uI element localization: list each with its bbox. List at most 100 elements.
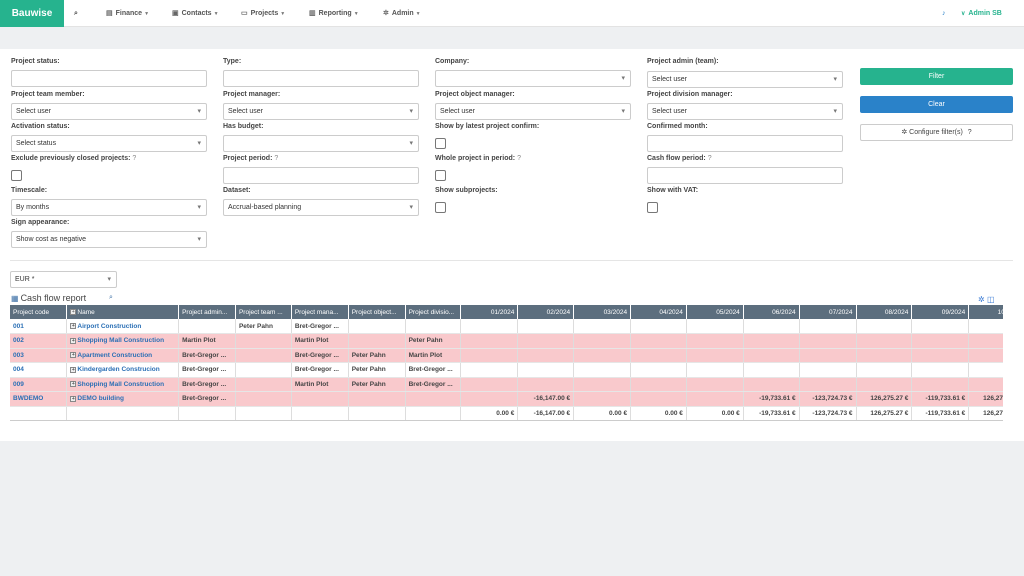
show-vat-checkbox[interactable] [647, 202, 658, 213]
project-object-manager-select[interactable]: Select user [435, 103, 631, 120]
help-icon[interactable]: ? [707, 155, 712, 162]
project-name-link[interactable]: Apartment Construction [77, 351, 153, 359]
nav-reporting[interactable]: ▥ Reporting ▼ [309, 10, 359, 17]
project-name-link[interactable]: Shopping Mall Construction [77, 337, 165, 345]
project-manager-select[interactable]: Select user [223, 103, 419, 120]
column-header[interactable]: + Name [66, 305, 180, 319]
column-header[interactable]: 03/2024 [573, 305, 632, 319]
project-name-link[interactable]: Shopping Mall Construction [77, 380, 165, 388]
timescale-select[interactable]: By months [11, 199, 207, 216]
expand-icon[interactable]: + [70, 395, 77, 402]
column-header[interactable]: Project code [10, 305, 68, 319]
amount-cell [460, 333, 519, 349]
exclude-closed-checkbox[interactable] [11, 170, 22, 181]
nav-admin[interactable]: ✲ Admin ▼ [383, 10, 421, 17]
amount-cell [743, 377, 800, 392]
help-icon[interactable]: ? [274, 155, 279, 162]
settings-icon[interactable]: ✲ [978, 295, 985, 304]
column-header[interactable]: 07/2024 [799, 305, 857, 319]
nav-projects[interactable]: ▭ Projects ▼ [241, 10, 286, 17]
project-name-link[interactable]: Airport Construction [77, 322, 142, 330]
chevron-down-icon: ∨ [961, 11, 966, 17]
brand-logo[interactable]: Bauwise [0, 0, 64, 27]
amount-cell [911, 319, 970, 334]
column-header[interactable]: 10/2024 [968, 305, 1003, 319]
project-status-input[interactable] [11, 70, 207, 87]
chevron-down-icon: ▼ [144, 11, 150, 17]
column-header[interactable]: 05/2024 [686, 305, 744, 319]
empty-cell [348, 406, 406, 421]
label-project-manager: Project manager: [223, 91, 281, 98]
help-icon[interactable]: ? [517, 155, 521, 162]
expand-icon[interactable]: + [70, 322, 77, 329]
project-code-link[interactable]: 004 [13, 366, 24, 374]
column-header[interactable]: 04/2024 [630, 305, 687, 319]
report-title: ▦ Cash flow report [11, 293, 87, 303]
search-icon[interactable]: ⌕ [74, 10, 78, 17]
column-header[interactable]: 02/2024 [517, 305, 575, 319]
amount-cell [573, 377, 632, 392]
column-header[interactable]: Project team ... [235, 305, 292, 319]
column-header[interactable]: Project object... [348, 305, 406, 319]
nav-contacts[interactable]: ▣ Contacts ▼ [172, 10, 219, 17]
show-subprojects-checkbox[interactable] [435, 202, 446, 213]
column-header[interactable]: Project admin... [178, 305, 236, 319]
expand-icon[interactable]: + [70, 337, 77, 344]
project-division-manager-select[interactable]: Select user [647, 103, 843, 120]
activation-status-select[interactable]: Select status [11, 135, 207, 152]
type-input[interactable] [223, 70, 419, 87]
dataset-select[interactable]: Accrual-based planning [223, 199, 419, 216]
totals-row: 0.00 € -16,147.00 €0.00 €0.00 €0.00 € -19,… [10, 406, 1003, 421]
amount-cell [968, 362, 1003, 378]
project-code-link[interactable]: 009 [13, 380, 24, 388]
column-header[interactable]: 08/2024 [856, 305, 913, 319]
cell-object: Peter Pahn [348, 377, 406, 392]
amount-cell: -119,733.61 € [911, 391, 970, 407]
confirmed-month-input[interactable] [647, 135, 843, 152]
whole-project-checkbox[interactable] [435, 170, 446, 181]
sign-appearance-select[interactable]: Show cost as negative [11, 231, 207, 248]
project-code-link[interactable]: BWDEMO [13, 395, 44, 403]
show-latest-confirm-checkbox[interactable] [435, 138, 446, 149]
cell-manager: Bret-Gregor ... [291, 362, 349, 378]
column-header[interactable]: Project mana... [291, 305, 349, 319]
configure-filters-button[interactable]: ✲ Configure filter(s) ? [860, 124, 1013, 141]
project-code-link[interactable]: 001 [13, 322, 24, 330]
project-admin-team-select[interactable]: Select user [647, 71, 843, 88]
project-name-link[interactable]: DEMO building [77, 395, 124, 403]
expand-all-icon[interactable]: + [70, 308, 77, 315]
project-name-link[interactable]: Kindergarden Construcion [77, 366, 160, 374]
amount-cell [799, 333, 857, 349]
nav-finance[interactable]: ▤ Finance ▼ [106, 10, 150, 17]
project-period-input[interactable] [223, 167, 419, 184]
amount-cell: 126,275.27 € [856, 391, 913, 407]
cell-manager: Martin Plot [291, 377, 349, 392]
expand-icon[interactable]: + [70, 381, 77, 388]
cell-object: Peter Pahn [348, 362, 406, 378]
expand-icon[interactable]: + [70, 366, 77, 373]
column-header[interactable]: 01/2024 [460, 305, 519, 319]
search-icon[interactable]: ⌕ [109, 294, 113, 301]
filter-button[interactable]: Filter [860, 68, 1013, 85]
columns-icon[interactable]: ◫ [986, 295, 995, 304]
expand-icon[interactable]: + [70, 352, 77, 359]
currency-select[interactable]: EUR * [10, 271, 117, 288]
clear-button[interactable]: Clear [860, 96, 1013, 113]
column-header[interactable]: 09/2024 [911, 305, 970, 319]
chevron-down-icon: ▼ [415, 11, 421, 17]
help-icon[interactable]: ? [132, 155, 137, 162]
column-header[interactable]: 06/2024 [743, 305, 800, 319]
project-code-cell: 009 [10, 377, 68, 392]
project-team-member-select[interactable]: Select user [11, 103, 207, 120]
column-header[interactable]: Project divisio... [405, 305, 462, 319]
company-select[interactable] [435, 70, 631, 87]
has-budget-select[interactable] [223, 135, 419, 152]
project-code-link[interactable]: 003 [13, 351, 24, 359]
project-code-link[interactable]: 002 [13, 337, 24, 345]
cash-flow-period-input[interactable] [647, 167, 843, 184]
label-timescale: Timescale: [11, 187, 48, 194]
bell-icon[interactable]: ♪ [942, 10, 946, 17]
user-menu[interactable]: ∨ Admin SB [961, 10, 1002, 17]
amount-cell [686, 391, 744, 407]
gear-icon: ✲ [383, 10, 389, 17]
